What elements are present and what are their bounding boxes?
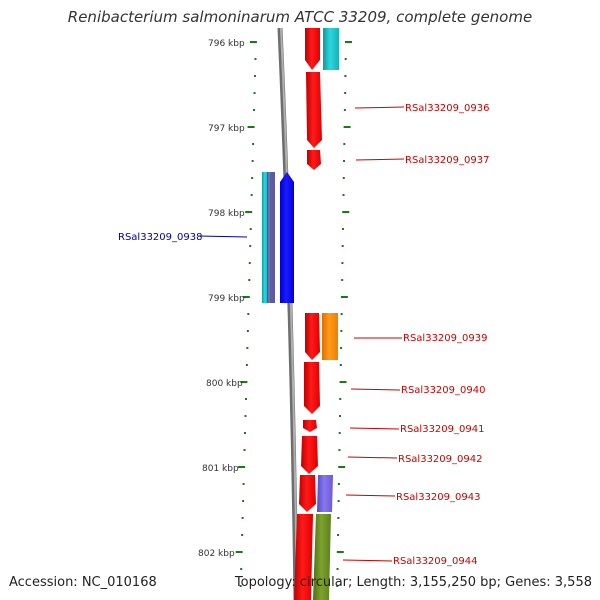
feature-block[interactable] <box>323 28 339 70</box>
feature-block[interactable] <box>313 514 331 600</box>
gene-arrow-RSal33209_0942[interactable] <box>301 436 318 474</box>
gene-arrow-RSal33209_0944[interactable] <box>294 514 313 600</box>
kbp-label: 802 kbp <box>198 549 235 559</box>
kbp-label: 798 kbp <box>208 209 245 219</box>
kbp-label: 796 kbp <box>208 39 245 49</box>
kbp-label: 797 kbp <box>208 124 245 134</box>
feature-block[interactable] <box>322 313 338 360</box>
genome-backbone <box>277 27 299 600</box>
inner-ruler <box>235 41 257 587</box>
gene-label[interactable]: RSal33209_0944 <box>393 556 477 567</box>
feature-block[interactable] <box>262 172 268 303</box>
gene-label[interactable]: RSal33209_0940 <box>401 385 485 396</box>
feature-block[interactable] <box>267 172 271 303</box>
gene-label[interactable]: RSal33209_0938 <box>118 232 202 243</box>
kbp-label: 801 kbp <box>202 464 239 474</box>
gene-labels: RSal33209_0936 RSal33209_0937 RSal33209_… <box>118 103 489 567</box>
kbp-label: 800 kbp <box>206 379 243 389</box>
gene-arrow-RSal33209_0941[interactable] <box>303 420 317 432</box>
gene-arrow-RSal33209_0937[interactable] <box>307 150 321 170</box>
accession-text: Accession: NC_010168 <box>9 575 157 590</box>
topology-text: Topology: circular; Length: 3,155,250 bp… <box>234 575 592 590</box>
gene-label[interactable]: RSal33209_0943 <box>396 492 480 503</box>
gene-arrow-RSal33209_0940[interactable] <box>304 362 320 414</box>
reverse-strand-features <box>262 172 294 303</box>
forward-strand-features <box>294 28 339 600</box>
gene-arrow[interactable] <box>305 28 320 70</box>
genome-title: Renibacterium salmoninarum ATCC 33209, c… <box>67 8 533 26</box>
gene-label[interactable]: RSal33209_0937 <box>405 155 489 166</box>
gene-label[interactable]: RSal33209_0941 <box>400 424 484 435</box>
gene-label[interactable]: RSal33209_0939 <box>403 333 487 344</box>
feature-block[interactable] <box>317 475 333 512</box>
gene-label[interactable]: RSal33209_0936 <box>405 103 489 114</box>
gene-label[interactable]: RSal33209_0942 <box>398 454 482 465</box>
gene-arrow-RSal33209_0943[interactable] <box>299 475 316 512</box>
outer-ruler <box>336 41 352 587</box>
gene-arrow-RSal33209_0936[interactable] <box>306 72 322 148</box>
label-leader-lines <box>198 106 405 562</box>
kbp-label: 799 kbp <box>208 294 245 304</box>
feature-block[interactable] <box>271 172 275 303</box>
kbp-scale: 796 kbp 797 kbp 798 kbp 799 kbp 800 kbp … <box>198 39 245 559</box>
gene-arrow-RSal33209_0938[interactable] <box>280 172 294 303</box>
gene-arrow-RSal33209_0939[interactable] <box>305 313 320 360</box>
